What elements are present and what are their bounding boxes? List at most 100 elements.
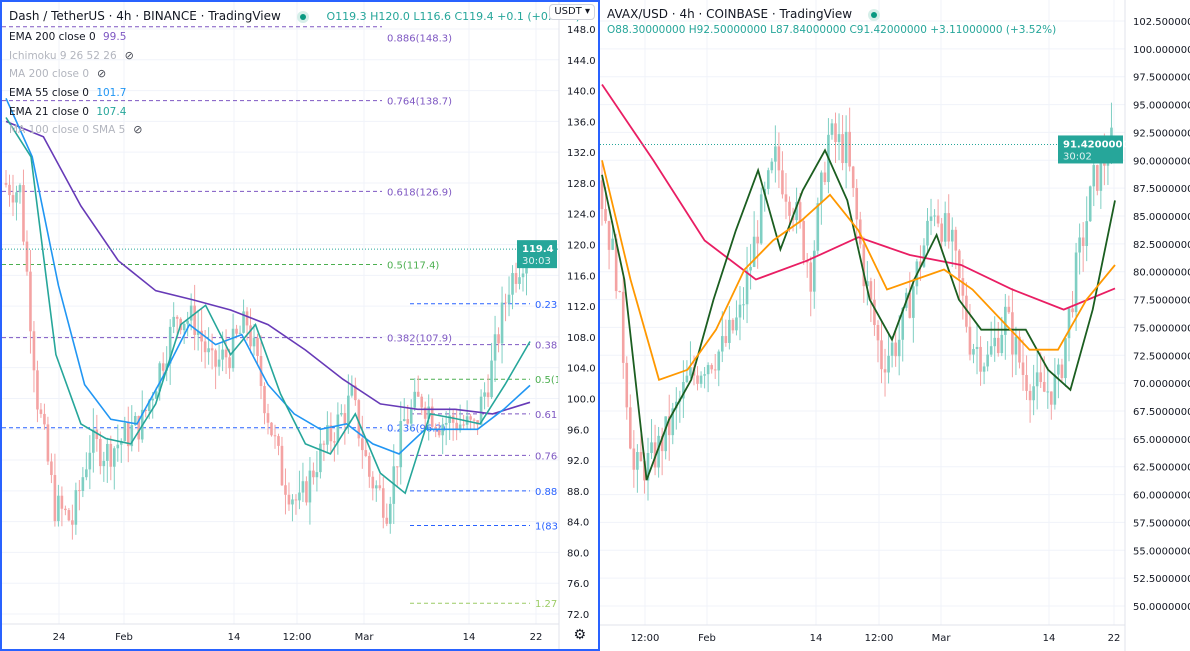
candle-body — [172, 316, 175, 327]
currency-selector[interactable]: USDT ▾ — [549, 4, 595, 20]
dash-chart-pane[interactable]: 148.0 144.0 140.0 136.0 132.0 128.0 124.0 120.0… — [0, 0, 600, 651]
indicator-line — [601, 148, 1116, 481]
indicator-legend-row[interactable]: Ichimoku 9 26 52 26 ⊘ — [9, 47, 580, 66]
candle-body — [795, 202, 798, 221]
candle-body — [1014, 336, 1018, 355]
candle-body — [74, 490, 78, 525]
candle-body — [36, 370, 39, 410]
candle-body — [682, 382, 685, 399]
indicator-legend-row[interactable]: EMA 21 close 0 107.4 — [9, 103, 580, 122]
indicator-line — [601, 160, 1116, 381]
candle-body — [277, 436, 280, 446]
candle-body — [357, 400, 361, 439]
hidden-eye-icon[interactable]: ⊘ — [124, 48, 134, 62]
candle-body — [158, 363, 162, 392]
candle-body — [214, 350, 217, 367]
candle-body — [298, 492, 301, 501]
candle-body — [1081, 237, 1085, 246]
candle-body — [650, 442, 653, 453]
candle-body — [395, 466, 399, 468]
candle-body — [305, 481, 308, 503]
candle-body — [851, 166, 855, 188]
price-tick-label: 112.0 — [567, 302, 596, 313]
price-tick-label: 132.0 — [567, 148, 596, 159]
chart-title: AVAX/USD · 4h · COINBASE · TradingView — [607, 7, 853, 21]
price-tick-label: 100.00000000 — [1133, 45, 1190, 56]
candle-body — [1078, 237, 1081, 253]
time-tick-label: 22 — [530, 632, 543, 643]
candle-body — [996, 337, 1000, 354]
price-tick-label: 128.0 — [567, 179, 596, 190]
candle-body — [235, 328, 238, 334]
candle-body — [1088, 186, 1092, 222]
candle-body — [887, 355, 890, 373]
fib-level-label: 0.764(138.7) — [387, 97, 452, 108]
candle-body — [1042, 381, 1046, 392]
candle-body — [636, 452, 639, 470]
candle-body — [109, 443, 113, 467]
candle-body — [897, 339, 901, 357]
avax-chart-pane[interactable]: 102.50000000 100.00000000 97.50000000 95.00… — [600, 0, 1190, 651]
candle-body — [196, 330, 200, 335]
candle-body — [270, 422, 273, 436]
candle-body — [168, 326, 172, 364]
time-tick-label: 24 — [53, 632, 66, 643]
hidden-eye-icon[interactable]: ⊘ — [133, 123, 143, 137]
candle-body — [759, 194, 763, 244]
candle-body — [788, 201, 791, 216]
candle-body — [486, 392, 490, 398]
candle-body — [706, 365, 710, 375]
candle-body — [802, 221, 805, 261]
avax-chart-canvas[interactable]: 102.50000000 100.00000000 97.50000000 95.00… — [600, 0, 1190, 651]
candle-body — [664, 416, 667, 452]
fib-level-label: 0.886(148.3) — [387, 34, 452, 45]
candle-body — [929, 216, 933, 221]
candle-body — [717, 351, 721, 371]
dash-chart-canvas[interactable]: 148.0 144.0 140.0 136.0 132.0 128.0 124.0 120.0… — [2, 2, 598, 649]
price-tick-label: 96.0 — [567, 425, 589, 436]
candle-body — [699, 375, 703, 384]
candle-body — [137, 416, 141, 440]
time-tick-label: 14 — [228, 632, 241, 643]
price-tick-label: 148.0 — [567, 25, 596, 36]
candle-body — [284, 485, 287, 495]
candle-body — [611, 238, 614, 250]
candle-body — [497, 334, 500, 344]
candle-body — [1096, 165, 1099, 191]
candle-body — [1000, 334, 1004, 354]
candle-body — [745, 270, 749, 305]
candle-body — [1035, 372, 1039, 387]
time-tick-label: 22 — [1108, 633, 1121, 644]
indicator-legend-row[interactable]: MA 100 close 0 SMA 5 ⊘ — [9, 121, 580, 140]
candle-body — [1092, 165, 1096, 187]
time-tick-label: 14 — [810, 633, 823, 644]
candle-body — [388, 503, 392, 524]
candle-body — [392, 466, 396, 504]
fib-level-label: 0.764( — [535, 451, 568, 462]
price-tick-label: 55.00000000 — [1133, 546, 1190, 557]
candle-body — [301, 481, 305, 493]
indicator-line — [5, 117, 531, 495]
hidden-eye-icon[interactable]: ⊘ — [97, 67, 107, 81]
indicator-label: Ichimoku 9 26 52 26 — [9, 49, 117, 62]
last-price-label: 119.4 — [522, 244, 554, 255]
candle-body — [798, 202, 802, 222]
indicator-legend-row[interactable]: EMA 200 close 0 99.5 — [9, 28, 580, 47]
candle-body — [333, 441, 336, 443]
candle-body — [224, 349, 228, 358]
candle-body — [1011, 312, 1014, 355]
time-tick-label: 14 — [463, 632, 476, 643]
candle-body — [968, 326, 972, 355]
price-tick-label: 136.0 — [567, 117, 596, 128]
candle-body — [312, 470, 315, 478]
candle-body — [809, 262, 813, 292]
candle-body — [8, 184, 11, 196]
candle-body — [22, 185, 25, 242]
settings-gear-icon[interactable]: ⚙ — [573, 627, 586, 643]
indicator-legend-row[interactable]: MA 200 close 0 ⊘ — [9, 65, 580, 84]
candle-body — [371, 476, 375, 489]
candle-body — [294, 499, 298, 501]
candle-body — [444, 422, 448, 425]
candle-body — [735, 317, 738, 331]
indicator-legend-row[interactable]: EMA 55 close 0 101.7 — [9, 84, 580, 103]
